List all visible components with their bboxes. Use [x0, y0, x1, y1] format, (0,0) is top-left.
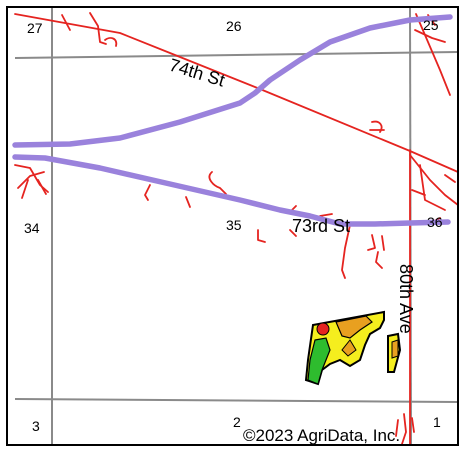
- section-label-34: 34: [24, 220, 40, 236]
- road-branch: [104, 37, 118, 47]
- road-branch: [37, 179, 47, 195]
- road-branch: [419, 164, 446, 211]
- section-label-2: 2: [233, 414, 241, 430]
- road-branch: [257, 229, 266, 243]
- road-branch: [185, 196, 191, 208]
- section-labels: 27 26 25 34 35 36 3 2 1: [24, 17, 443, 434]
- field-green-zone: [307, 337, 331, 385]
- section-label-26: 26: [226, 18, 242, 34]
- road-branch: [61, 14, 71, 31]
- road-branch: [367, 234, 376, 251]
- highway-74th-st: [12, 14, 453, 148]
- road-branch: [395, 419, 399, 437]
- section-line-north: [14, 51, 459, 59]
- section-label-36: 36: [427, 214, 443, 230]
- field-orange-zone: [341, 339, 357, 357]
- section-label-1: 1: [433, 414, 441, 430]
- section-label-27: 27: [27, 20, 43, 36]
- road-branch: [17, 171, 45, 189]
- road-label-80th-ave: 80th Ave: [396, 264, 416, 334]
- field-red-zone: [316, 322, 330, 336]
- road-branch: [144, 184, 151, 201]
- road-diagonal: [14, 13, 459, 173]
- section-label-3: 3: [32, 418, 40, 434]
- road-branch: [375, 251, 383, 269]
- road-branch: [401, 413, 407, 445]
- field-orange-zone: [335, 315, 373, 339]
- section-label-25: 25: [423, 17, 439, 33]
- road-branch: [444, 174, 456, 183]
- road-branch: [411, 189, 426, 196]
- road-label-73rd-st: 73rd St: [292, 216, 350, 236]
- field-orange-zone-east: [391, 339, 399, 359]
- road-branch: [14, 164, 49, 193]
- map-border: [6, 6, 459, 446]
- section-label-35: 35: [226, 217, 242, 233]
- copyright-label: ©2023 AgriData, Inc.: [243, 426, 400, 445]
- highway-73rd-st: [12, 154, 451, 227]
- road-branch: [341, 224, 351, 279]
- section-line-south: [14, 398, 459, 403]
- road-branch: [411, 417, 415, 433]
- highways: [12, 14, 453, 227]
- road-branch: [381, 235, 385, 251]
- road-branch: [208, 171, 227, 195]
- road-branch: [89, 12, 107, 45]
- road-branch: [21, 179, 29, 199]
- road-branch: [415, 13, 451, 96]
- road-branch: [319, 213, 333, 217]
- road-branch: [289, 229, 297, 237]
- farm-field[interactable]: [304, 310, 402, 386]
- road-branch: [414, 29, 446, 43]
